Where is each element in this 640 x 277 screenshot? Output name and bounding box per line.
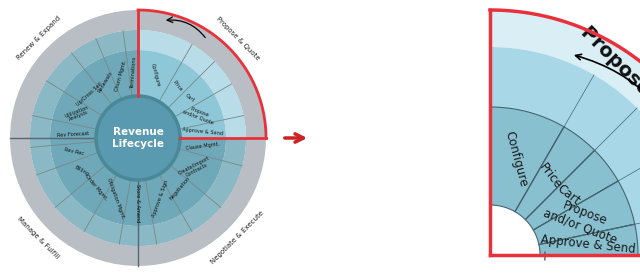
Polygon shape: [533, 181, 635, 245]
Text: Approve & Send: Approve & Send: [540, 233, 637, 256]
Polygon shape: [525, 150, 618, 230]
Polygon shape: [490, 47, 640, 255]
Text: Store & Amend: Store & Amend: [136, 184, 141, 222]
Text: Configure: Configure: [502, 130, 529, 189]
Text: Billing: Billing: [74, 164, 90, 177]
Text: Up/Cross Sell: Up/Cross Sell: [76, 82, 104, 107]
Polygon shape: [490, 10, 640, 255]
Text: Negotiation: Negotiation: [168, 175, 191, 201]
Polygon shape: [30, 30, 246, 246]
Text: Rev Rec: Rev Rec: [64, 147, 85, 157]
Polygon shape: [96, 96, 180, 180]
Text: Churn Mgmt.: Churn Mgmt.: [114, 59, 127, 92]
Text: Cart: Cart: [184, 93, 195, 104]
Text: Clause Mgmt.: Clause Mgmt.: [185, 142, 220, 151]
Text: Negotiate & Execute: Negotiate & Execute: [210, 210, 265, 265]
Text: Obligation Mgmt.: Obligation Mgmt.: [106, 178, 125, 220]
Text: Order Mgmt.: Order Mgmt.: [84, 174, 108, 202]
Text: Approve & Sign: Approve & Sign: [151, 180, 170, 219]
Polygon shape: [30, 138, 138, 246]
Text: Terminations: Terminations: [130, 57, 137, 89]
Polygon shape: [138, 30, 246, 138]
Text: Cart: Cart: [555, 182, 582, 207]
Text: Manage & Fulfill: Manage & Fulfill: [17, 216, 60, 260]
Text: Propose
and/or Quote: Propose and/or Quote: [182, 104, 216, 125]
Text: Revenue
Lifecycle: Revenue Lifecycle: [112, 127, 164, 149]
Polygon shape: [539, 224, 638, 255]
Polygon shape: [515, 127, 595, 220]
Text: Rev Forecast: Rev Forecast: [57, 130, 90, 137]
Polygon shape: [10, 10, 266, 266]
Text: Propose
and/or Quote: Propose and/or Quote: [541, 193, 623, 246]
Text: Utilization
Analysis: Utilization Analysis: [64, 104, 92, 123]
Text: Price: Price: [536, 161, 564, 192]
Polygon shape: [30, 30, 138, 138]
Text: Approve & Send: Approve & Send: [182, 127, 223, 136]
Polygon shape: [138, 138, 226, 226]
Polygon shape: [138, 50, 226, 138]
Text: Price: Price: [172, 80, 183, 93]
Polygon shape: [138, 138, 246, 246]
Text: Renew & Expand: Renew & Expand: [15, 16, 61, 61]
Text: Propose & Quote: Propose & Quote: [214, 16, 260, 61]
Polygon shape: [50, 50, 138, 138]
Text: Create/Import
Contracts: Create/Import Contracts: [178, 156, 213, 180]
Polygon shape: [50, 138, 138, 226]
Polygon shape: [490, 107, 564, 212]
Text: Propose & Quote: Propose & Quote: [577, 22, 640, 168]
Text: Configure: Configure: [149, 63, 161, 88]
Text: Renewals: Renewals: [97, 70, 113, 94]
